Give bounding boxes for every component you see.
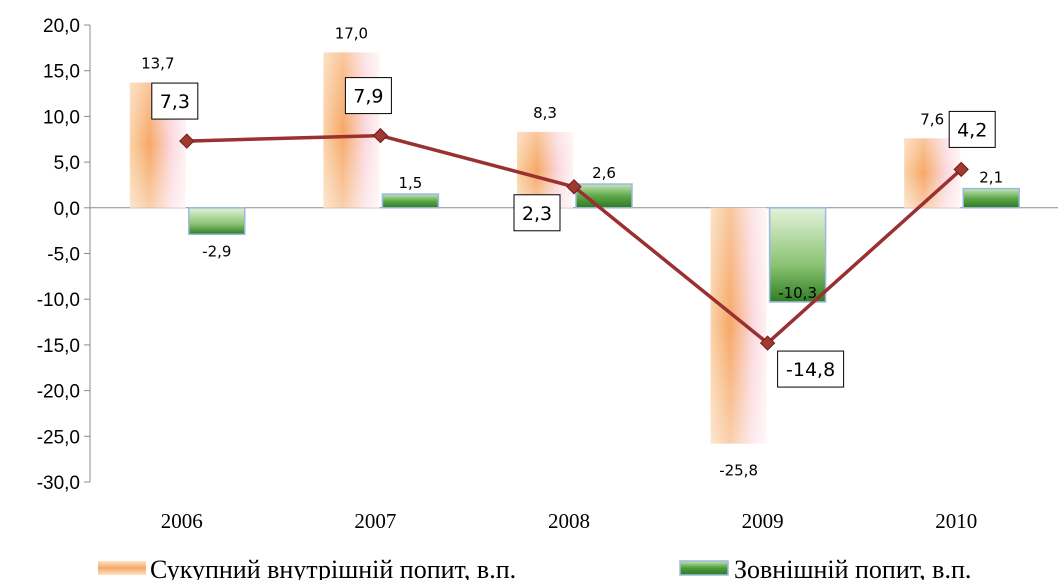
line-value-box bbox=[151, 82, 199, 120]
axis-layer: 20,0 15,0 10,0 5,0 0,0 -5,0 -10,0 -15,0 -20,0 -25… bbox=[37, 16, 1058, 533]
bar-label-external-demand: -10,3 bbox=[778, 284, 817, 302]
x-tick-label: 2006 bbox=[161, 509, 203, 533]
y-tick-label: -10,0 bbox=[37, 290, 80, 311]
bar-external-demand bbox=[381, 193, 440, 209]
legend: Сукупний внутрішній попит, в.п. Зовнішні… bbox=[98, 555, 971, 580]
bars-layer bbox=[129, 52, 1020, 444]
line-marker bbox=[759, 335, 776, 351]
legend-swatch-domestic bbox=[98, 561, 146, 575]
bar-external-demand bbox=[962, 187, 1020, 209]
line-marker bbox=[179, 133, 195, 149]
legend-label-domestic: Сукупний внутрішній попит, в.п. bbox=[150, 555, 516, 580]
y-tick-label: -25,0 bbox=[37, 427, 80, 448]
bar-domestic-demand-sheen bbox=[710, 207, 767, 444]
bar-domestic-demand-sheen bbox=[323, 52, 380, 208]
y-tick-label: -30,0 bbox=[37, 473, 80, 494]
line-series bbox=[186, 133, 963, 345]
bar-label-external-demand: -2,9 bbox=[202, 242, 231, 260]
line-value-box bbox=[344, 77, 392, 115]
y-tick-label: -15,0 bbox=[37, 336, 80, 357]
bar-external-demand bbox=[188, 207, 246, 236]
line-marker bbox=[372, 127, 389, 144]
bar-label-domestic-demand: 8,3 bbox=[533, 104, 557, 122]
x-tick-label: 2007 bbox=[354, 509, 396, 533]
line-value-box bbox=[777, 350, 845, 388]
legend-label-external: Зовнішній попит, в.п. bbox=[734, 555, 971, 580]
line-value-label: 7,3 bbox=[160, 91, 190, 113]
x-tick-label: 2010 bbox=[935, 509, 977, 533]
bar-external-demand bbox=[768, 207, 827, 303]
bar-label-domestic-demand: -25,8 bbox=[719, 462, 758, 480]
line-value-box bbox=[948, 110, 996, 148]
line-value-label: 7,9 bbox=[353, 86, 383, 108]
line-marker bbox=[566, 179, 582, 195]
line-marker bbox=[953, 161, 969, 178]
y-tick-label: 20,0 bbox=[43, 16, 80, 37]
bar-label-external-demand: 1,5 bbox=[398, 174, 422, 192]
labels-layer: 13,7 17,0 8,3 -25,8 7,6 -2,9 1,5 2,6 -10,3 2,1 7,3… bbox=[141, 24, 1003, 479]
y-tick-label: 10,0 bbox=[43, 107, 80, 128]
y-tick-label: -5,0 bbox=[47, 245, 80, 266]
bar-label-domestic-demand: 13,7 bbox=[141, 55, 174, 73]
y-tick-label: 15,0 bbox=[43, 62, 80, 83]
line-value-label: -14,8 bbox=[786, 359, 835, 381]
legend-swatch-external bbox=[679, 560, 729, 576]
y-tick-label: 0,0 bbox=[54, 199, 80, 220]
bar-label-external-demand: 2,1 bbox=[979, 169, 1003, 187]
x-tick-label: 2009 bbox=[742, 509, 784, 533]
bar-label-domestic-demand: 17,0 bbox=[335, 24, 368, 42]
line-value-label: 4,2 bbox=[957, 119, 987, 141]
line-value-label: 2,3 bbox=[522, 203, 552, 225]
line-layer bbox=[179, 127, 969, 351]
line-value-box bbox=[513, 194, 561, 232]
y-tick-label: 5,0 bbox=[54, 153, 80, 174]
x-tick-label: 2008 bbox=[548, 509, 590, 533]
bar-label-domestic-demand: 7,6 bbox=[920, 110, 944, 128]
y-tick-label: -20,0 bbox=[37, 382, 80, 403]
bar-label-external-demand: 2,6 bbox=[592, 164, 616, 182]
